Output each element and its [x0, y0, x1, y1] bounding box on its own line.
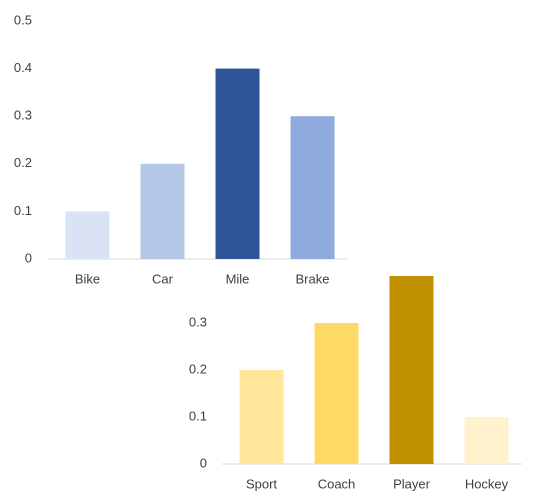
bar [239, 370, 284, 464]
y-tick-label: 0 [200, 455, 207, 470]
y-tick-label: 0.1 [14, 203, 32, 218]
x-tick-label: Hockey [465, 476, 509, 491]
x-tick-label: Brake [296, 271, 330, 286]
y-tick-label: 0.5 [14, 12, 32, 27]
bar [140, 163, 185, 259]
y-tick-label: 0.3 [14, 108, 32, 123]
bar [464, 417, 509, 464]
y-tick-label: 0.3 [189, 314, 207, 329]
bar [389, 276, 434, 464]
x-tick-label: Car [152, 271, 174, 286]
bar [65, 211, 110, 259]
x-tick-label: Player [393, 476, 431, 491]
bar [314, 323, 359, 464]
x-tick-label: Coach [318, 476, 356, 491]
x-tick-label: Bike [75, 271, 100, 286]
x-tick-label: Sport [246, 476, 277, 491]
bar [290, 116, 335, 259]
y-tick-label: 0.2 [189, 361, 207, 376]
y-tick-label: 0.2 [14, 155, 32, 170]
y-tick-label: 0 [25, 250, 32, 265]
y-tick-label: 0.4 [14, 60, 32, 75]
y-tick-label: 0.1 [189, 408, 207, 423]
x-tick-label: Mile [226, 271, 250, 286]
bar [215, 68, 260, 259]
